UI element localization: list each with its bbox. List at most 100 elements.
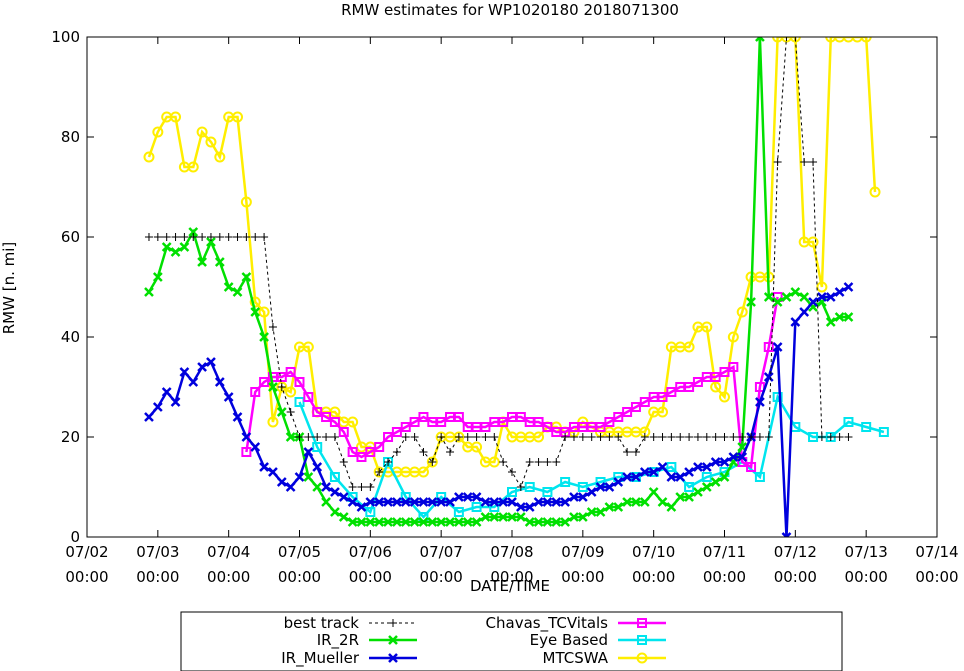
ir-mueller-point	[268, 467, 278, 477]
best-track-point	[472, 433, 481, 441]
best-track-point	[578, 433, 587, 441]
ir-mueller-point	[197, 362, 207, 372]
ir-2r-point	[507, 512, 517, 522]
series-best-track	[144, 37, 853, 491]
ir-2r-point	[374, 517, 385, 527]
best-track-point	[658, 433, 667, 441]
x-axis-label: DATE/TIME	[470, 577, 550, 595]
ir-mueller-point	[648, 467, 659, 477]
ir-mueller-point	[843, 282, 854, 292]
y-tick-label: 40	[61, 328, 80, 346]
ir-2r-point	[533, 517, 544, 527]
legend-label-ir-mueller: IR_Mueller	[281, 649, 360, 668]
ir-mueller-point	[790, 317, 801, 327]
ir-2r-point	[622, 497, 632, 507]
best-track-point	[508, 468, 516, 476]
legend-label-mtcswa: MTCSWA	[543, 649, 609, 667]
chavas-tcvitals-point	[728, 362, 739, 372]
ir-mueller-point	[480, 497, 491, 507]
best-track-point	[242, 233, 251, 241]
plot-frame	[86, 36, 938, 538]
chavas-tcvitals-point	[746, 462, 757, 472]
legend-marker-chavas-tcvitals	[637, 618, 647, 628]
best-track-point	[631, 448, 640, 456]
best-track-point	[144, 233, 153, 241]
best-track-point	[437, 433, 446, 441]
eye-based-point	[365, 507, 376, 517]
ir-2r-point	[179, 242, 190, 252]
x-tick-label: 00:00	[703, 568, 746, 586]
eye-based-point	[666, 462, 677, 472]
ir-2r-point	[577, 512, 588, 522]
chart-title: RMW estimates for WP1020180 2018071300	[341, 1, 679, 19]
ir-2r-point	[241, 272, 252, 282]
best-track-point	[552, 458, 561, 466]
ir-mueller-point	[595, 482, 606, 492]
ir-2r-point	[781, 292, 792, 302]
mtcswa-point	[851, 37, 863, 43]
ir-2r-point	[321, 497, 331, 507]
x-tick-label: 07/05	[278, 543, 321, 561]
x-tick-label: 00:00	[915, 568, 958, 586]
mtcswa-point	[736, 306, 748, 318]
ir-2r-point	[453, 517, 464, 527]
ir-2r-point	[834, 312, 845, 322]
ir-2r-point	[790, 287, 801, 297]
best-track-point	[596, 433, 605, 441]
ir-mueller-point	[817, 292, 827, 302]
best-track-point	[711, 433, 720, 441]
ir-2r-point	[772, 297, 783, 307]
ir-mueller-point	[825, 292, 836, 302]
eye-based-point	[577, 482, 588, 492]
mtcswa-point	[842, 37, 854, 43]
ir-mueller-point	[179, 367, 190, 377]
ir-mueller-point	[710, 457, 721, 467]
mtcswa-point	[727, 331, 739, 343]
ir-2r-point	[719, 472, 730, 482]
legend-label-eye-based: Eye Based	[530, 631, 608, 649]
ir-2r-point	[400, 517, 411, 527]
best-track-point	[667, 433, 676, 441]
ir-mueller-point	[321, 482, 331, 492]
chavas-tcvitals-point	[374, 442, 385, 452]
ir-2r-point	[799, 292, 810, 302]
x-tick-label: 07/14	[915, 543, 958, 561]
ir-2r-point	[746, 297, 756, 307]
ir-2r-point	[498, 512, 509, 522]
ir-2r-point	[515, 512, 526, 522]
x-tick-label: 07/02	[65, 543, 108, 561]
best-track-point	[702, 433, 711, 441]
ir-2r-point	[383, 517, 393, 527]
ir-mueller-point	[383, 497, 393, 507]
x-tick-label: 07/03	[136, 543, 179, 561]
legend-marker-mtcswa	[636, 652, 648, 664]
ir-2r-point	[392, 517, 402, 527]
chavas-tcvitals-point	[250, 387, 261, 397]
legend-label-chavas-tcvitals: Chavas_TCVitals	[486, 614, 609, 633]
ir-2r-point	[586, 507, 597, 517]
ir-2r-point	[755, 37, 765, 42]
mtcswa-point	[240, 196, 252, 208]
mtcswa-point	[780, 37, 792, 43]
mtcswa-point	[701, 321, 713, 333]
ir-mueller-point	[338, 492, 349, 502]
best-track-point	[189, 233, 198, 241]
ir-2r-point	[684, 492, 694, 502]
ir-2r-point	[436, 517, 447, 527]
best-track-point	[277, 383, 286, 391]
y-axis-label: RMW [n. mi]	[0, 242, 18, 335]
mtcswa-point	[170, 111, 182, 123]
best-track-point	[286, 408, 295, 416]
best-track-point	[428, 458, 437, 466]
best-track-point	[366, 483, 375, 491]
ir-mueller-point	[259, 462, 269, 472]
x-tick-label: 07/06	[349, 543, 392, 561]
legend-label-best-track: best track	[284, 614, 360, 632]
ir-mueller-point	[622, 472, 632, 482]
x-tick-label: 00:00	[490, 568, 533, 586]
ir-2r-point	[347, 517, 358, 527]
ir-mueller-point	[427, 497, 438, 507]
best-track-point	[357, 483, 366, 491]
x-tick-label: 00:00	[845, 568, 888, 586]
chavas-tcvitals-line	[245, 296, 779, 470]
